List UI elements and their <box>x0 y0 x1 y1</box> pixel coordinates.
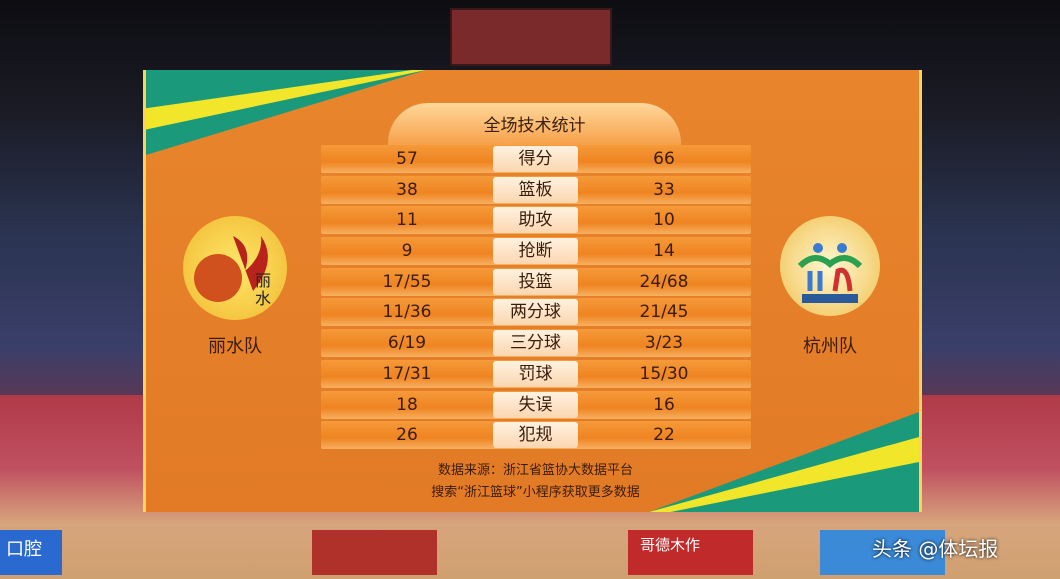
svg-text:水: 水 <box>255 289 271 308</box>
away-value: 3/23 <box>644 333 684 354</box>
stat-label: 助攻 <box>493 207 578 234</box>
stat-row: 6/19 三分球 3/23 <box>321 329 751 358</box>
home-team-name: 丽水队 <box>208 336 262 357</box>
home-value: 57 <box>396 149 418 169</box>
away-value: 16 <box>653 394 675 415</box>
stat-row: 17/31 罚球 15/30 <box>321 359 751 388</box>
stats-board: 全场技术统计 57 得分 66 38 篮板 33 11 助攻 10 9 抢断 14 17/55 投篮 24/… <box>143 70 922 512</box>
stat-row: 11 助攻 10 <box>321 206 751 235</box>
stat-label: 罚球 <box>493 360 578 387</box>
away-value: 33 <box>653 179 675 200</box>
stat-label: 两分球 <box>493 299 578 326</box>
stat-label: 失误 <box>493 391 578 418</box>
stat-row: 9 抢断 14 <box>321 237 751 266</box>
stat-row: 18 失误 16 <box>321 390 751 419</box>
stat-label: 得分 <box>493 146 578 172</box>
stat-row: 38 篮板 33 <box>321 175 751 204</box>
home-value: 6/19 <box>387 333 427 354</box>
stats-table: 57 得分 66 38 篮板 33 11 助攻 10 9 抢断 14 17/55 投篮 24/68 11/36… <box>321 145 751 452</box>
home-value: 17/31 <box>382 363 432 384</box>
stat-label: 抢断 <box>493 238 578 265</box>
ad-board-right <box>820 530 945 575</box>
stat-row: 11/36 两分球 21/45 <box>321 298 751 327</box>
stat-row: 57 得分 66 <box>321 145 751 173</box>
away-value: 14 <box>653 241 675 262</box>
ad-board-left: 口腔 <box>0 530 62 575</box>
lishui-team-logo: 丽水 <box>183 216 287 320</box>
search-hint: 搜索“浙江篮球”小程序获取更多数据 <box>431 485 640 500</box>
away-value: 21/45 <box>639 302 689 323</box>
home-value: 9 <box>401 241 413 262</box>
ad-board-center: 哥德木作 <box>628 530 753 575</box>
hangzhou-team-logo <box>780 216 880 316</box>
away-value: 10 <box>653 210 675 231</box>
arena-banner <box>450 8 612 66</box>
data-source: 数据来源：浙江省篮协大数据平台 <box>437 463 633 478</box>
stat-label: 篮板 <box>493 176 578 203</box>
stat-label: 三分球 <box>493 330 578 357</box>
home-value: 26 <box>396 425 418 446</box>
home-value: 11/36 <box>382 302 432 323</box>
watermark: 头条 @体坛报 <box>872 537 999 561</box>
stat-row: 17/55 投篮 24/68 <box>321 267 751 296</box>
away-team-name: 杭州队 <box>803 336 857 357</box>
ad-board-logos <box>312 530 437 575</box>
home-value: 11 <box>396 210 418 231</box>
home-value: 38 <box>396 179 418 200</box>
away-value: 22 <box>653 425 675 446</box>
away-value: 24/68 <box>639 271 689 292</box>
home-value: 18 <box>396 394 418 415</box>
home-value: 17/55 <box>382 271 432 292</box>
stat-label: 投篮 <box>493 268 578 295</box>
svg-text:丽: 丽 <box>255 271 271 290</box>
away-value: 15/30 <box>639 363 689 384</box>
stat-row: 26 犯规 22 <box>321 421 751 450</box>
stat-label: 犯规 <box>493 422 578 449</box>
board-title: 全场技术统计 <box>388 103 681 145</box>
away-value: 66 <box>653 149 675 169</box>
